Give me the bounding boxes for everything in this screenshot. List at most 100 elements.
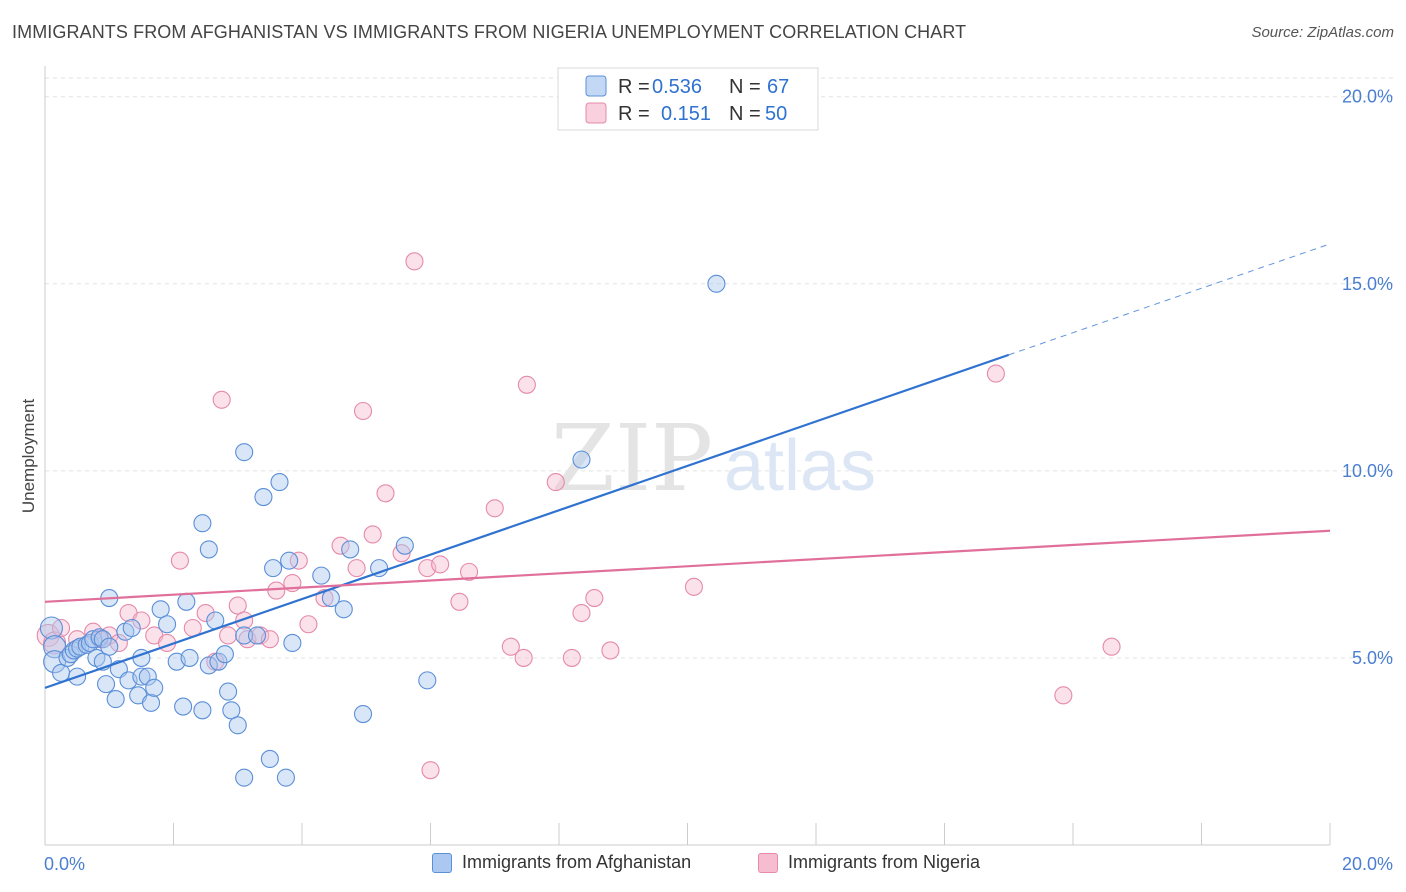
- data-point-afghanistan: [132, 667, 151, 686]
- data-point-nigeria: [347, 559, 366, 578]
- data-point-afghanistan: [235, 768, 254, 787]
- data-point-nigeria: [431, 555, 450, 574]
- data-point-nigeria: [267, 581, 286, 600]
- data-point-nigeria: [517, 375, 536, 394]
- data-point-nigeria: [421, 761, 440, 780]
- data-point-nigeria: [485, 499, 504, 518]
- data-point-afghanistan: [276, 768, 295, 787]
- data-point-nigeria: [170, 551, 189, 570]
- data-point-afghanistan: [418, 671, 437, 690]
- data-point-nigeria: [228, 596, 247, 615]
- data-point-afghanistan: [84, 630, 103, 649]
- legend-bottom: Immigrants from Afghanistan Immigrants f…: [0, 852, 1406, 878]
- data-point-nigeria: [353, 401, 373, 421]
- data-point-nigeria: [684, 577, 703, 596]
- y-axis-label: Unemployment: [19, 399, 38, 514]
- data-point-afghanistan: [334, 600, 353, 619]
- data-point-afghanistan: [219, 682, 238, 701]
- data-point-afghanistan: [180, 648, 199, 667]
- data-point-afghanistan: [707, 274, 726, 293]
- trend-line-afghanistan: [44, 353, 1010, 689]
- data-point-afghanistan: [235, 443, 254, 462]
- data-point-afghanistan: [209, 652, 228, 671]
- data-point-nigeria: [289, 551, 308, 570]
- data-point-afghanistan: [138, 667, 157, 686]
- data-point-afghanistan: [174, 697, 193, 716]
- grid-lines: [45, 77, 1394, 659]
- y-tick-label: 5.0%: [1352, 648, 1393, 668]
- legend-swatch-nigeria: [758, 852, 778, 873]
- data-point-afghanistan: [235, 626, 254, 645]
- data-point-nigeria: [405, 252, 424, 271]
- legend-swatch-afghanistan: [585, 75, 607, 97]
- trend-lines: [44, 243, 1331, 689]
- data-point-afghanistan: [100, 637, 119, 656]
- data-point-afghanistan: [370, 559, 389, 578]
- data-point-nigeria: [1054, 686, 1073, 705]
- data-point-afghanistan: [341, 540, 360, 559]
- x-tick-label: 20.0%: [1342, 854, 1393, 874]
- data-point-nigeria: [299, 615, 318, 634]
- data-point-nigeria: [132, 611, 151, 630]
- legend-r-value: 0.151: [661, 103, 711, 125]
- data-point-afghanistan: [215, 645, 234, 664]
- source-credit: Source: ZipAtlas.com: [1251, 24, 1394, 41]
- x-tick-label: 0.0%: [44, 854, 85, 874]
- data-point-nigeria: [235, 611, 254, 630]
- legend-label-nigeria: Immigrants from Nigeria: [788, 852, 981, 872]
- data-point-afghanistan: [199, 656, 218, 675]
- data-point-afghanistan: [260, 749, 279, 768]
- data-point-afghanistan: [264, 559, 283, 578]
- legend-r-value: 0.536: [652, 76, 702, 98]
- data-point-nigeria: [376, 484, 395, 503]
- legend-n-label: N =: [729, 76, 761, 98]
- legend-r-label: R =: [618, 103, 650, 125]
- chart-title: IMMIGRANTS FROM AFGHANISTAN VS IMMIGRANT…: [12, 22, 967, 42]
- data-point-nigeria: [562, 648, 581, 667]
- data-point-afghanistan: [270, 473, 289, 492]
- data-point-nigeria: [331, 536, 350, 555]
- data-point-afghanistan: [572, 450, 591, 469]
- watermark-atlas: atlas: [724, 426, 876, 506]
- data-point-nigeria: [601, 641, 620, 660]
- data-point-afghanistan: [193, 514, 212, 533]
- data-point-afghanistan: [96, 675, 116, 694]
- data-point-afghanistan: [93, 630, 112, 649]
- y-tick-label: 20.0%: [1342, 87, 1393, 107]
- data-point-afghanistan: [283, 633, 302, 653]
- legend-n-label: N =: [729, 103, 761, 125]
- data-point-nigeria: [450, 592, 469, 611]
- data-point-nigeria: [52, 618, 71, 638]
- legend-item-afghanistan[interactable]: Immigrants from Afghanistan: [432, 852, 691, 873]
- data-point-afghanistan: [106, 690, 125, 709]
- y-tick-label: 15.0%: [1342, 274, 1393, 294]
- data-point-nigeria: [514, 648, 533, 667]
- data-point-nigeria: [585, 589, 604, 608]
- data-point-afghanistan: [39, 616, 63, 640]
- legend-label-afghanistan: Immigrants from Afghanistan: [462, 852, 692, 872]
- watermark-zip: ZIP: [551, 405, 713, 512]
- data-point-afghanistan: [254, 487, 273, 507]
- legend-stats: R = 0.536 N = 67 R = 0.151 N = 50: [557, 67, 819, 131]
- data-point-afghanistan: [158, 615, 177, 634]
- data-point-afghanistan: [122, 618, 141, 638]
- data-point-afghanistan: [141, 693, 161, 712]
- data-point-nigeria: [196, 603, 215, 623]
- data-point-nigeria: [1102, 637, 1121, 656]
- data-point-nigeria: [212, 390, 231, 409]
- data-point-nigeria: [986, 364, 1005, 383]
- legend-item-nigeria[interactable]: Immigrants from Nigeria: [758, 852, 980, 873]
- series-afghanistan-points: [39, 274, 726, 787]
- data-point-nigeria: [572, 603, 591, 623]
- y-tick-label: 10.0%: [1342, 461, 1393, 481]
- data-point-afghanistan: [280, 551, 299, 570]
- tick-labels: 5.0% 10.0% 15.0% 20.0% 0.0% 20.0%: [44, 87, 1393, 874]
- trend-extension-afghanistan: [1008, 243, 1331, 356]
- legend-swatch-afghanistan: [432, 852, 452, 873]
- legend-r-label: R =: [618, 76, 650, 98]
- data-point-nigeria: [546, 473, 565, 492]
- data-point-nigeria: [459, 562, 479, 581]
- legend-swatch-nigeria: [585, 102, 607, 124]
- series-nigeria-points: [36, 252, 1121, 780]
